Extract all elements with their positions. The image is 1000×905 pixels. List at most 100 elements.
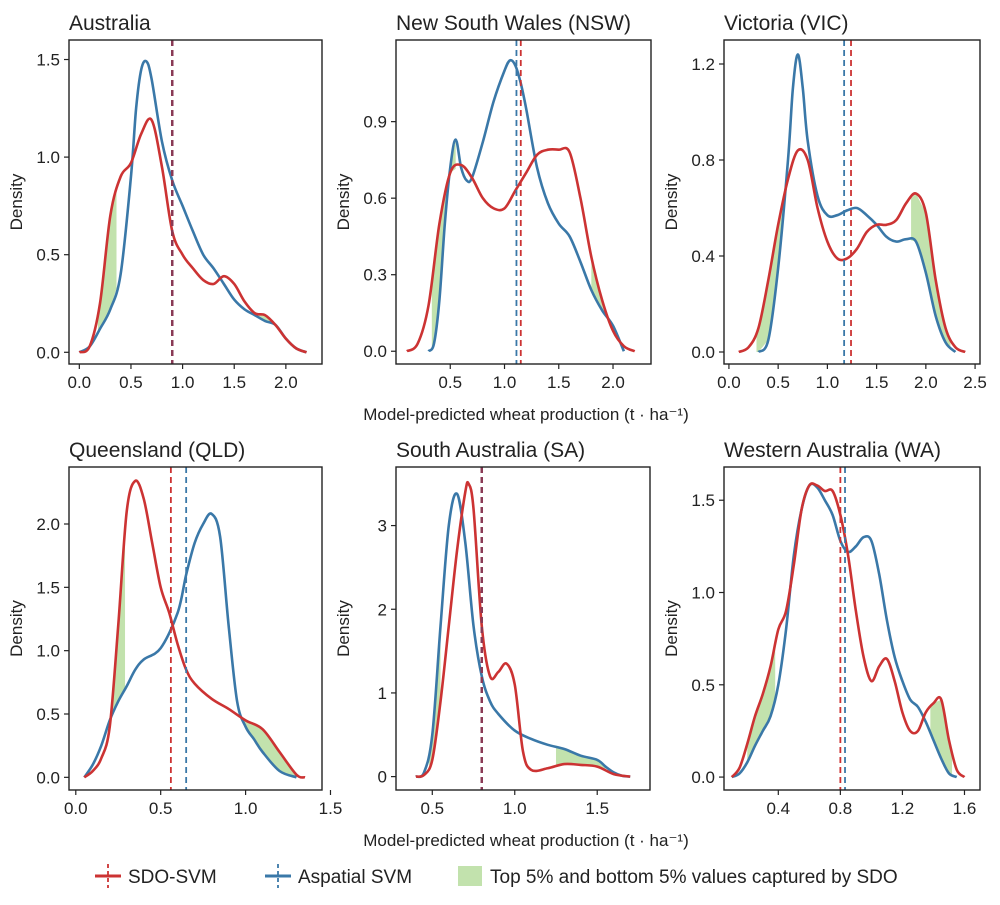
panel-4: 0.0 0.5 1.0 1.5 0.0 0.5 1.0 1.5 2.0 Queensland (Q… [7,439,342,818]
plot-area [730,467,966,790]
x-tick-label: 1.5 [319,799,343,818]
legend-fill-label: Top 5% and bottom 5% values captured by … [490,867,898,888]
panel-1: 0.0 0.5 1.0 1.5 2.0 0.0 0.5 1.0 1.5 Australia Dens… [7,12,323,392]
plot-area [738,40,966,364]
panel-3: 0.0 0.5 1.0 1.5 2.0 2.5 0.0 0.4 0.8 1.2 Victoria (… [662,12,987,392]
y-tick-label: 0.6 [363,189,387,208]
y-tick-label: 1.2 [691,55,715,74]
x-axis-title-bottom: Model-predicted wheat production (t · ha… [363,831,689,850]
x-tick-label: 1.5 [585,799,609,818]
density-line-sdo [78,117,307,354]
legend-item-sdo: SDO-SVM [95,864,217,888]
shaded-region [930,699,953,775]
y-tick-label: 0.0 [691,768,715,787]
y-tick-label: 1.5 [36,578,60,597]
legend: SDO-SVM Aspatial SVM Top 5% and bottom 5… [95,864,898,888]
y-tick-label: 0 [378,768,387,787]
density-line-asvm [427,58,626,353]
y-axis-title: Density [334,173,353,230]
y-tick-label: 1.5 [36,51,60,70]
plot-area [78,40,307,364]
y-axis-title: Density [7,173,26,230]
x-tick-label: 2.0 [274,373,298,392]
panels: 0.0 0.5 1.0 1.5 2.0 0.0 0.5 1.0 1.5 Australia Dens… [7,12,987,818]
panel-title: Australia [69,12,151,35]
density-line-sdo [415,480,631,779]
x-tick-label: 0.5 [119,373,143,392]
y-tick-label: 2.0 [36,515,60,534]
y-tick-label: 0.0 [363,342,387,361]
shaded-region [747,644,776,763]
density-line-asvm [731,482,958,779]
legend-fill-swatch [458,866,482,886]
legend-item-asvm: Aspatial SVM [265,864,412,888]
y-axis-title: Density [334,600,353,657]
y-axis-title: Density [7,600,26,657]
shaded-region [109,534,126,727]
x-axis-title-top: Model-predicted wheat production (t · ha… [363,405,689,424]
panel-5: 0.5 1.0 1.5 0 1 2 3 South Australia (SA) Density [334,439,651,818]
x-tick-label: 0.5 [766,373,790,392]
y-tick-label: 0.5 [691,676,715,695]
y-tick-label: 1 [378,684,387,703]
y-tick-label: 0.5 [36,246,60,265]
density-line-sdo [738,147,966,354]
legend-asvm-label: Aspatial SVM [298,867,412,888]
panel-frame [68,466,323,791]
y-tick-label: 1.0 [691,584,715,603]
panel-frame [68,39,323,365]
plot-area [406,40,636,364]
x-tick-label: 1.0 [234,799,258,818]
x-tick-label: 0.0 [717,373,741,392]
panel-frame [723,39,981,365]
plot-area [415,467,631,790]
shaded-region [591,256,619,339]
y-tick-label: 1.5 [691,491,715,510]
y-tick-label: 1.0 [36,642,60,661]
shaded-region [97,192,117,333]
x-tick-label: 2.0 [914,373,938,392]
x-tick-label: 1.5 [547,373,571,392]
plot-area [83,467,306,790]
x-tick-label: 2.5 [963,373,987,392]
density-line-asvm [78,59,307,354]
x-tick-label: 0.0 [64,799,88,818]
x-tick-label: 1.6 [953,799,977,818]
legend-sdo-label: SDO-SVM [128,867,217,888]
density-line-asvm [757,53,957,354]
x-tick-label: 1.2 [891,799,915,818]
y-tick-label: 1.0 [36,148,60,167]
density-line-sdo [83,479,306,779]
x-tick-label: 0.4 [766,799,790,818]
y-axis-title: Density [662,173,681,230]
x-tick-label: 2.0 [601,373,625,392]
panel-title: Victoria (VIC) [724,12,848,35]
density-line-sdo [730,482,966,779]
x-tick-label: 0.5 [149,799,173,818]
x-tick-label: 1.0 [816,373,840,392]
x-tick-label: 0.5 [420,799,444,818]
y-tick-label: 0.0 [36,343,60,362]
panel-frame [723,466,981,791]
legend-item-fill: Top 5% and bottom 5% values captured by … [458,866,898,888]
x-tick-label: 1.5 [222,373,246,392]
density-line-asvm [83,512,297,779]
x-tick-label: 1.0 [171,373,195,392]
panel-title: New South Wales (NSW) [396,12,631,35]
y-tick-label: 0.5 [36,705,60,724]
panel-frame [395,39,652,365]
x-tick-label: 0.0 [68,373,92,392]
panel-frame [395,466,651,791]
shaded-region [431,139,456,347]
density-line-asvm [415,492,631,779]
panel-6: 0.4 0.8 1.2 1.6 0.0 0.5 1.0 1.5 Western Australi… [662,439,981,818]
panel-title: Western Australia (WA) [724,439,941,462]
y-tick-label: 2 [378,600,387,619]
y-tick-label: 0.4 [691,247,715,266]
panel-title: South Australia (SA) [396,439,585,462]
x-tick-label: 1.0 [493,373,517,392]
shaded-region [242,716,297,778]
y-tick-label: 0.0 [36,768,60,787]
y-axis-title: Density [662,600,681,657]
